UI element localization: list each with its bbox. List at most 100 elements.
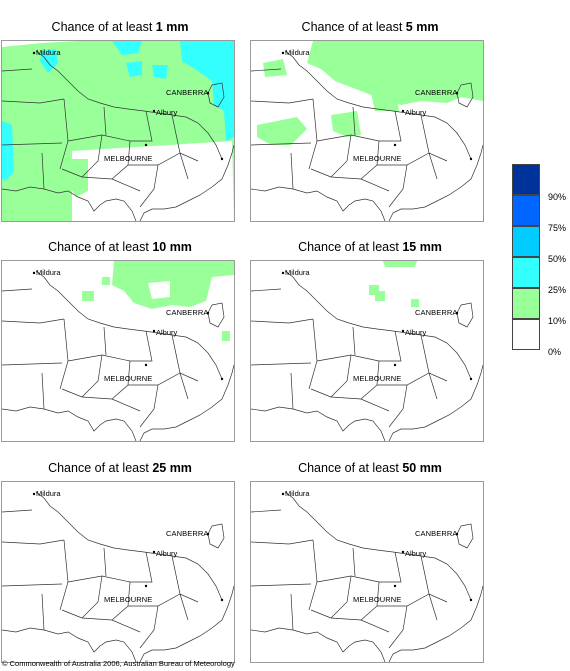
town-marker: [393, 143, 397, 147]
probability-region: [375, 291, 385, 301]
probability-region: [2, 121, 14, 181]
place-label-albury: Albury: [156, 549, 178, 558]
boundary-line: [2, 406, 137, 441]
legend-swatch-0: [512, 319, 540, 350]
place-label-melbourne: MELBOURNE: [353, 154, 402, 163]
boundary-line: [61, 609, 83, 619]
town-marker: [401, 109, 405, 113]
boundary-line: [81, 176, 141, 192]
map-panel-10mm: Mildura CANBERRA Albury MELBOURNE: [1, 260, 235, 442]
boundary-line: [310, 388, 332, 398]
place-label-albury: Albury: [405, 328, 427, 337]
boundary-line: [2, 539, 65, 545]
boundary-line: [130, 551, 153, 583]
boundary-line: [81, 575, 103, 619]
probability-region: [102, 277, 110, 285]
boundary-line: [2, 362, 63, 366]
panel-title-15mm: Chance of at least 15 mm: [298, 240, 442, 254]
place-label-canberra: CANBERRA: [166, 529, 209, 538]
boundary-line: [420, 334, 430, 374]
boundary-line: [130, 110, 153, 142]
panel-title-10mm: Chance of at least 10 mm: [48, 240, 192, 254]
boundary-line: [61, 388, 83, 398]
boundary-line: [377, 593, 448, 607]
town-marker: [281, 492, 285, 496]
boundary-line: [251, 509, 282, 513]
boundary-line: [251, 98, 314, 104]
boundary-line: [179, 372, 189, 400]
place-label-melbourne: MELBOURNE: [104, 154, 153, 163]
legend-label-90: 90%: [548, 192, 567, 202]
legend-swatch-50: [512, 226, 540, 257]
boundary-line: [352, 326, 356, 356]
boundary-line: [2, 98, 65, 104]
boundary-line: [388, 364, 483, 441]
boundary-line: [388, 164, 408, 208]
boundary-line: [428, 152, 438, 180]
boundary-line: [456, 523, 474, 549]
boundary-line: [456, 302, 474, 328]
probability-region: [82, 291, 94, 301]
probability-region: [371, 93, 399, 111]
probability-region: [383, 261, 417, 267]
boundary-line: [2, 627, 137, 662]
town-marker: [152, 109, 156, 113]
place-label-albury: Albury: [405, 549, 427, 558]
boundary-line: [310, 609, 332, 619]
boundary-line: [171, 114, 181, 154]
boundary-line: [388, 605, 408, 649]
legend-label-75: 75%: [548, 223, 567, 233]
boundary-line: [103, 106, 107, 136]
town-marker: [455, 91, 459, 95]
town-marker: [206, 311, 210, 315]
probability-region: [112, 261, 234, 309]
boundary-line: [428, 593, 438, 621]
place-label-albury: Albury: [405, 108, 427, 117]
boundary-line: [290, 593, 294, 631]
boundary-line: [420, 114, 430, 154]
place-label-mildura: Mildura: [36, 268, 61, 277]
boundary-line: [81, 354, 103, 398]
probability-region: [70, 159, 88, 197]
place-label-mildura: Mildura: [285, 268, 310, 277]
boundary-line: [59, 318, 69, 390]
rainfall-probability-map: [251, 261, 483, 441]
boundary-line: [377, 372, 448, 386]
legend-swatch-90: [512, 164, 540, 195]
boundary-line: [2, 318, 65, 324]
copyright-notice: © Commonwealth of Australia 2006, Austra…: [2, 659, 235, 668]
town-marker: [144, 584, 148, 588]
boundary-line: [330, 176, 390, 192]
boundary-line: [67, 575, 131, 583]
place-label-mildura: Mildura: [36, 48, 61, 57]
boundary-line: [330, 396, 390, 412]
boundary-line: [352, 106, 356, 136]
town-marker: [281, 271, 285, 275]
boundary-line: [251, 318, 314, 324]
probability-region: [148, 281, 170, 299]
town-marker: [206, 91, 210, 95]
boundary-line: [59, 539, 69, 611]
boundary-line: [284, 491, 472, 601]
place-label-albury: Albury: [156, 328, 178, 337]
place-label-mildura: Mildura: [285, 48, 310, 57]
place-label-canberra: CANBERRA: [415, 88, 458, 97]
boundary-line: [251, 186, 386, 221]
town-marker: [455, 532, 459, 536]
boundary-line: [41, 152, 45, 190]
boundary-line: [2, 509, 33, 513]
boundary-line: [67, 354, 131, 362]
boundary-line: [330, 617, 390, 633]
place-label-canberra: CANBERRA: [415, 308, 458, 317]
boundary-line: [310, 168, 332, 178]
boundary-line: [251, 362, 312, 366]
boundary-line: [284, 50, 472, 160]
boundary-line: [130, 330, 153, 362]
map-panel-50mm: Mildura CANBERRA Albury MELBOURNE: [250, 481, 484, 663]
town-marker: [393, 363, 397, 367]
probability-region: [307, 41, 483, 105]
boundary-line: [35, 491, 223, 601]
place-label-melbourne: MELBOURNE: [353, 374, 402, 383]
panel-title-5mm: Chance of at least 5 mm: [301, 20, 439, 34]
place-label-mildura: Mildura: [36, 489, 61, 498]
